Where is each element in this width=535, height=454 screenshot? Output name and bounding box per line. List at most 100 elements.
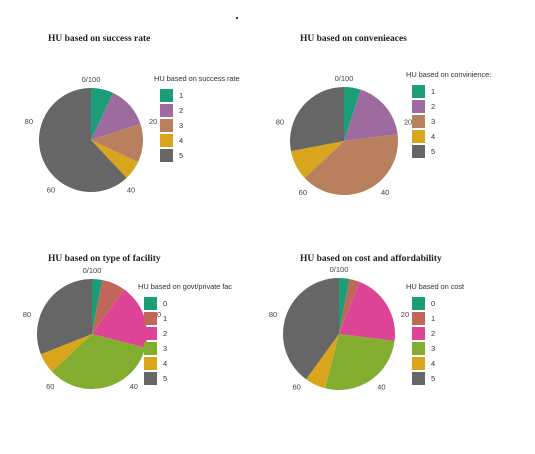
legend-label: 4: [431, 132, 436, 141]
legend-label: 2: [431, 102, 436, 111]
legend-item-2: 2: [412, 326, 464, 341]
pie-slice-2: [92, 289, 147, 348]
legend-item-5: 5: [160, 148, 240, 163]
pie-slice-3: [325, 334, 395, 391]
pie-tick-label: 40: [127, 185, 135, 194]
chart-panel-cost-affordability: HU based on cost and affordability 0/100 2…: [269, 254, 535, 454]
legend-item-1: 1: [412, 311, 464, 326]
legend-swatch: [412, 115, 425, 128]
legend-item-0: 0: [412, 296, 464, 311]
legend-swatch: [144, 327, 157, 340]
pie-slice-4: [91, 140, 139, 178]
pie-tick-label: 60: [47, 185, 55, 194]
pie-slice-2: [344, 89, 398, 141]
legend-swatch: [412, 327, 425, 340]
legend-swatch: [412, 297, 425, 310]
pie-chart: 0/100 20 40 60 80: [276, 74, 412, 197]
legend-item-1: 1: [160, 88, 240, 103]
legend: HU based on govt/private fac 0 1 2 3 4 5: [138, 282, 232, 386]
pie-tick-label: 80: [23, 310, 31, 319]
legend-label: 5: [163, 374, 168, 383]
chart-title: HU based on cost and affordability: [300, 254, 442, 264]
legend-swatch: [144, 312, 157, 325]
pie-chart: 0/100 20 40 60 80: [269, 265, 409, 392]
pie-slice-5: [283, 278, 339, 380]
pie-tick-label: 0/100: [82, 75, 101, 84]
pie-tick-label: 0/100: [83, 266, 102, 275]
chart-panel-type-of-facility: HU based on type of facility 0/100 20 40 60 8…: [23, 254, 313, 454]
pie-slice-5: [290, 87, 344, 152]
legend-item-1: 1: [412, 84, 491, 99]
legend: HU based on convinience: 1 2 3 4 5: [406, 70, 491, 159]
legend-swatch: [144, 297, 157, 310]
pie-slice-4: [306, 334, 339, 389]
legend-swatch: [160, 134, 173, 147]
legend-title: HU based on govt/private fac: [138, 282, 232, 291]
legend-swatch: [412, 372, 425, 385]
pie-tick-label: 60: [46, 382, 54, 391]
legend-item-4: 4: [412, 129, 491, 144]
pie-slice-4: [290, 141, 344, 178]
pie-tick-label: 20: [153, 310, 161, 319]
legend-label: 1: [179, 91, 184, 100]
legend-swatch: [412, 145, 425, 158]
pie-slice-2: [339, 281, 396, 342]
legend-swatch: [412, 100, 425, 113]
chart-title: HU based on type of facility: [48, 254, 161, 264]
legend-title: HU based on cost: [406, 282, 465, 291]
legend-label: 5: [431, 147, 436, 156]
legend-label: 2: [179, 106, 184, 115]
legend-item-2: 2: [144, 326, 232, 341]
legend-swatch: [412, 357, 425, 370]
legend-title: HU based on convinience:: [406, 70, 492, 79]
pie-slice-1: [92, 279, 125, 334]
pie-slice-5: [36, 279, 92, 355]
pie-slice-0: [339, 278, 350, 334]
legend-swatch: [412, 312, 425, 325]
pie-slice-1: [91, 88, 114, 140]
pie-slice-3: [91, 123, 143, 163]
pie-slice-0: [92, 279, 103, 334]
legend-item-4: 4: [160, 133, 240, 148]
legend-label: 1: [163, 314, 168, 323]
pie-tick-label: 40: [377, 383, 385, 392]
legend-label: 2: [163, 329, 168, 338]
legend-item-3: 3: [160, 118, 240, 133]
legend-item-3: 3: [144, 341, 232, 356]
legend-label: 3: [163, 344, 168, 353]
legend-item-1: 1: [144, 311, 232, 326]
legend-label: 3: [179, 121, 184, 130]
legend-label: 1: [431, 87, 436, 96]
pie-tick-label: 80: [25, 117, 33, 126]
pie-tick-label: 60: [299, 188, 307, 197]
legend: HU based on cost 0 1 2 3 4 5: [406, 282, 464, 386]
legend-label: 2: [431, 329, 436, 338]
chart-panel-success-rate: HU based on success rate 0/100 20 40 60 80 HU …: [25, 34, 313, 234]
chart-title: HU based on convenieaces: [300, 34, 407, 44]
chart-title: HU based on success rate: [48, 34, 151, 44]
pie-slice-3: [51, 334, 146, 389]
pie-slice-5: [39, 88, 127, 192]
legend-swatch: [412, 85, 425, 98]
legend-label: 4: [163, 359, 168, 368]
pie-slice-1: [344, 87, 361, 141]
legend-label: 0: [163, 299, 168, 308]
pie-slice-4: [40, 334, 92, 372]
legend-item-4: 4: [412, 356, 464, 371]
legend-label: 3: [431, 117, 436, 126]
legend-swatch: [160, 104, 173, 117]
legend-label: 3: [431, 344, 436, 353]
pie-tick-label: 0/100: [335, 74, 354, 83]
legend-swatch: [412, 342, 425, 355]
pie-slice-2: [91, 92, 141, 140]
legend-label: 4: [431, 359, 436, 368]
pie-tick-label: 40: [130, 382, 138, 391]
legend-item-2: 2: [160, 103, 240, 118]
pie-tick-label: 0/100: [330, 265, 349, 274]
legend-title: HU based on success rate: [154, 74, 240, 83]
pie-chart: 0/100 20 40 60 80: [23, 266, 161, 391]
legend-item-3: 3: [412, 114, 491, 129]
pie-tick-label: 80: [276, 118, 284, 127]
legend-item-0: 0: [144, 296, 232, 311]
legend-item-2: 2: [412, 99, 491, 114]
